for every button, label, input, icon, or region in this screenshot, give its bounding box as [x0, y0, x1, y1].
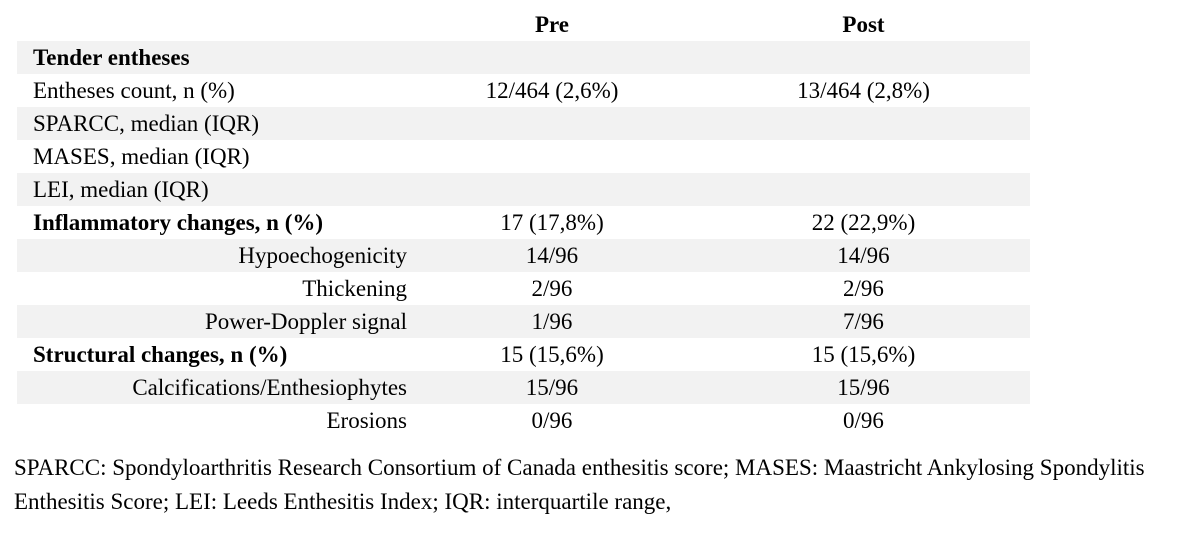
table-row: Entheses count, n (%) 12/464 (2,6%) 13/464…: [17, 74, 1030, 107]
table-row: Power-Doppler signal 1/96 7/96: [17, 305, 1030, 338]
row-label: Tender entheses: [33, 44, 190, 70]
pre-value: [407, 107, 697, 140]
pre-value: [407, 173, 697, 206]
table-row: Inflammatory changes, n (%) 17 (17,8%) 22 …: [17, 206, 1030, 239]
table-row: Structural changes, n (%) 15 (15,6%) 15 (1…: [17, 338, 1030, 371]
table-row: LEI, median (IQR): [17, 173, 1030, 206]
row-label: Thickening: [302, 275, 407, 301]
table-row: Thickening 2/96 2/96: [17, 272, 1030, 305]
footnote: SPARCC: Spondyloarthritis Research Conso…: [14, 455, 1145, 514]
page: Pre Post Tender entheses Entheses count, …: [14, 8, 1145, 515]
row-label: Erosions: [326, 407, 408, 433]
post-value: 15/96: [837, 374, 890, 400]
post-value: 14/96: [837, 242, 890, 268]
pre-value: 0/96: [531, 407, 573, 433]
pre-value: 15/96: [525, 374, 579, 400]
row-label: Hypoechogenicity: [238, 242, 407, 268]
post-value: 22 (22,9%): [811, 209, 916, 235]
table-row: Tender entheses: [17, 41, 1030, 74]
table-body: Tender entheses Entheses count, n (%) 12/4…: [17, 41, 1030, 437]
post-value: [697, 107, 1030, 140]
pre-value: [407, 140, 697, 173]
table-row: SPARCC, median (IQR): [17, 107, 1030, 140]
table-row: Erosions 0/96 0/96: [17, 404, 1030, 437]
header-cell-pre: Pre: [534, 11, 570, 37]
table-row: Calcifications/Enthesiophytes 15/96 15/96: [17, 371, 1030, 404]
header-cell-post: Post: [842, 11, 885, 37]
table-row: MASES, median (IQR): [17, 140, 1030, 173]
pre-value: 1/96: [531, 308, 573, 334]
post-value: 0/96: [843, 407, 884, 433]
post-value: 7/96: [843, 308, 884, 334]
row-label: Inflammatory changes, n (%): [33, 209, 324, 235]
pre-value: 17 (17,8%): [500, 209, 604, 235]
row-label: LEI, median (IQR): [33, 176, 209, 202]
pre-value: 14/96: [525, 242, 579, 268]
table-header-row: Pre Post: [17, 8, 1030, 41]
row-label: MASES, median (IQR): [33, 143, 250, 169]
post-value: 13/464 (2,8%): [797, 77, 930, 103]
row-label: Power-Doppler signal: [204, 308, 407, 334]
pre-value: 2/96: [531, 275, 573, 301]
post-value: 15 (15,6%): [811, 341, 916, 367]
entheses-results-table: Pre Post Tender entheses Entheses count, …: [17, 8, 1030, 437]
row-label: Entheses count, n (%): [33, 77, 235, 103]
post-value: 2/96: [843, 275, 884, 301]
header-cell-empty: [17, 8, 407, 41]
row-label: SPARCC, median (IQR): [33, 110, 259, 136]
pre-value: 12/464 (2,6%): [485, 77, 619, 103]
post-value: [697, 41, 1030, 74]
row-label: Calcifications/Enthesiophytes: [132, 374, 407, 400]
row-label: Structural changes, n (%): [33, 341, 288, 367]
pre-value: [407, 41, 697, 74]
pre-value: 15 (15,6%): [500, 341, 604, 367]
post-value: [697, 140, 1030, 173]
table-row: Hypoechogenicity 14/96 14/96: [17, 239, 1030, 272]
post-value: [697, 173, 1030, 206]
